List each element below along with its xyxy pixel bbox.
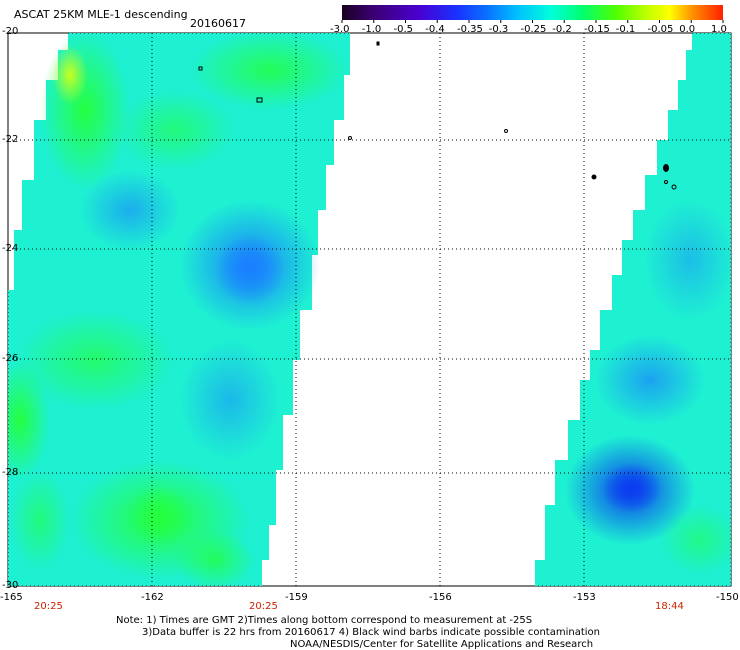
time-label: 18:44 [655,601,684,612]
time-label: 20:25 [34,601,63,612]
colorbar-tick-label: -0.5 [393,24,414,35]
colorbar-tick-label: -0.3 [488,24,509,35]
colorbar-tick-label: -0.4 [425,24,445,35]
graticule [8,33,731,586]
lon-label-159: -159 [285,592,308,603]
lon-label-165: -165 [0,592,23,603]
colorbar-tick-label: -0.25 [520,24,547,35]
lat-label-24: -24 [2,243,19,254]
map-title: ASCAT 25KM MLE-1 descending [14,8,188,21]
right-swath [535,33,731,586]
lat-label-26: -26 [2,353,19,364]
colorbar-tick-label: -0.2 [552,24,572,35]
colorbar [341,5,724,23]
map-date: 20160617 [190,17,246,30]
colorbar-tick-label: -0.05 [647,24,674,35]
colorbar-tick-label: -0.35 [457,24,483,35]
island-markers [198,41,677,190]
lat-label-28: -28 [2,467,19,478]
left-swath [8,33,350,586]
colorbar-tick-label: -3.0 [330,24,350,35]
colorbar-tick-label: 0.0 [679,24,696,35]
lon-label-162: -162 [141,592,164,603]
colorbar-tick-label: -0.15 [584,24,610,35]
colorbar-tick-label: -1.0 [361,24,382,35]
note-line-1: Note: 1) Times are GMT 2)Times along bot… [116,615,533,626]
lat-label-22: -22 [2,134,19,145]
lat-label-20: -20 [2,26,19,37]
note-line-3: NOAA/NESDIS/Center for Satellite Applica… [290,639,594,650]
lon-label-153: -153 [573,592,596,603]
lon-label-150: -150 [716,592,739,603]
lon-label-156: -156 [429,592,452,603]
colorbar-tick-label: -0.1 [615,24,636,35]
colorbar-gradient [342,5,723,20]
note-line-2: 3)Data buffer is 22 hrs from 20160617 4)… [142,627,600,638]
lat-label-30: -30 [2,580,19,591]
time-label: 20:25 [249,601,278,612]
colorbar-tick-label: 1.0 [711,24,727,35]
